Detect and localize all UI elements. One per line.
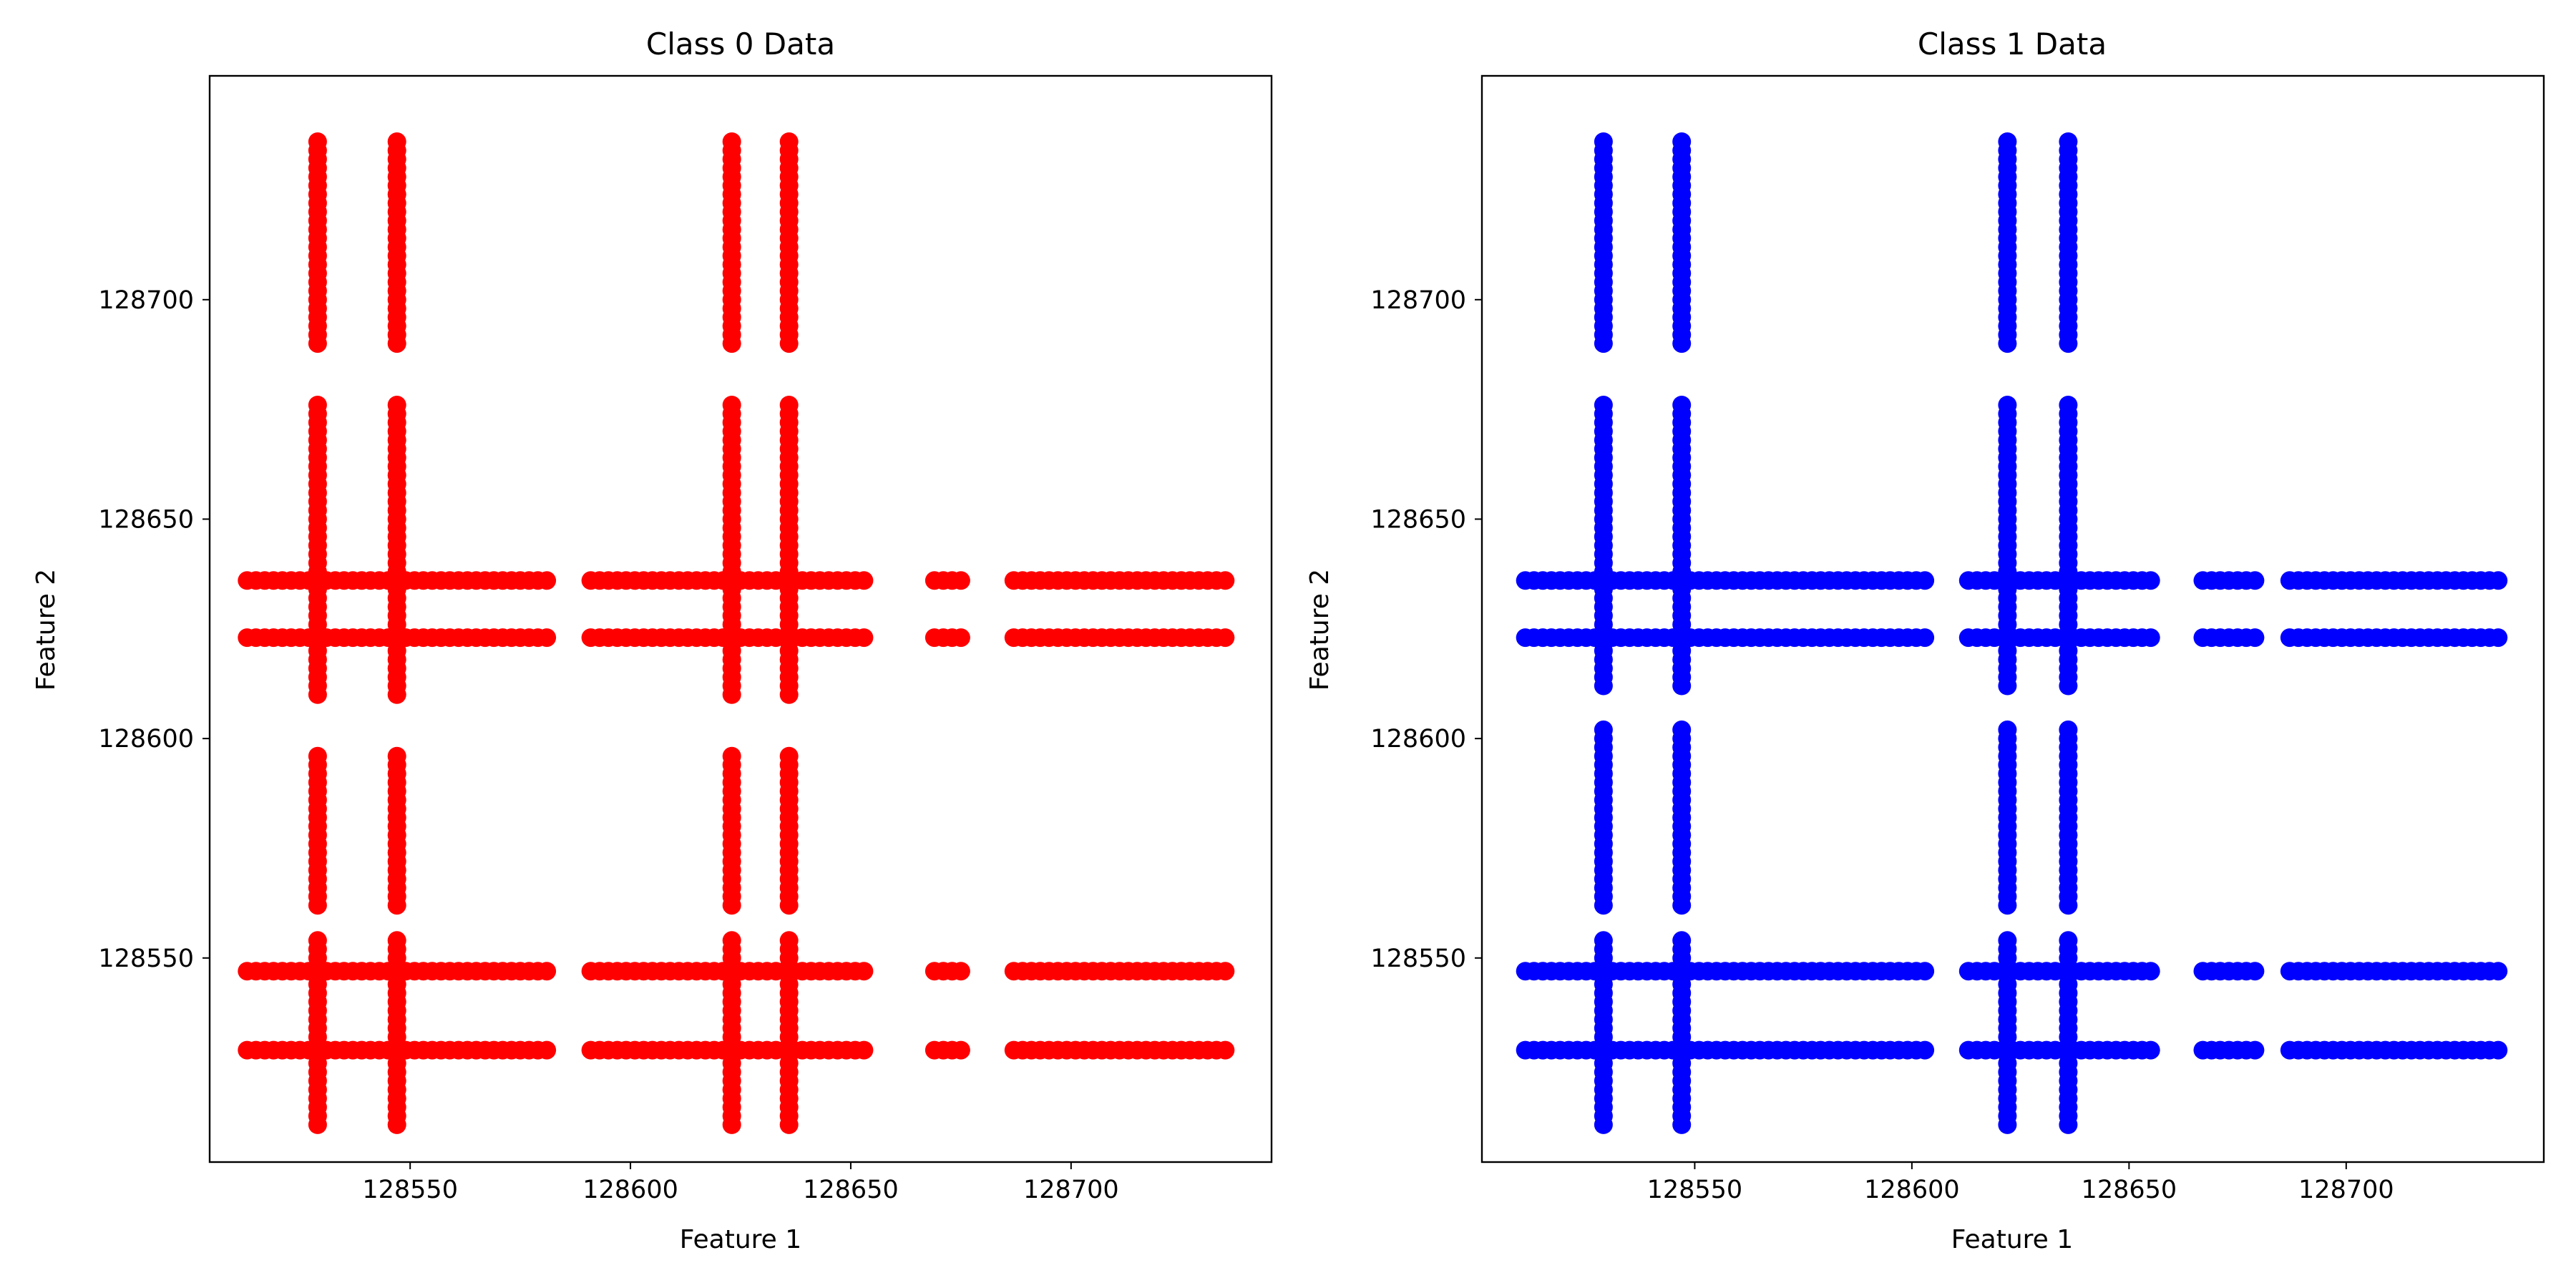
data-point xyxy=(722,396,741,414)
data-point xyxy=(387,396,406,414)
data-point xyxy=(2141,571,2160,590)
data-point xyxy=(779,746,799,766)
data-point xyxy=(854,628,874,648)
data-point xyxy=(722,746,741,766)
x-tick-label: 128600 xyxy=(582,1176,678,1204)
data-point xyxy=(1216,571,1235,590)
data-point xyxy=(1998,720,2017,739)
data-point xyxy=(2489,962,2508,981)
data-point xyxy=(1672,931,1692,950)
data-point xyxy=(2245,1040,2265,1060)
data-point xyxy=(1594,396,1613,414)
y-tick-label: 128700 xyxy=(98,286,194,315)
y-tick-label: 128700 xyxy=(1370,286,1466,315)
data-point xyxy=(1672,720,1692,739)
data-point xyxy=(2489,1040,2508,1060)
data-point xyxy=(308,931,327,950)
data-point xyxy=(1916,1040,1935,1060)
data-point xyxy=(308,396,327,414)
data-point xyxy=(2059,132,2078,151)
data-point xyxy=(951,571,970,590)
y-axis-label: Feature 2 xyxy=(1305,569,1335,691)
data-point xyxy=(1916,628,1935,648)
data-point xyxy=(854,962,874,981)
axis-ticks: 128550 128600 128650 128700 128550 128600 1286… xyxy=(98,286,1118,1204)
y-tick-label: 128650 xyxy=(1370,505,1466,534)
x-tick-label: 128550 xyxy=(1647,1176,1743,1204)
plot-frame xyxy=(1480,74,2545,1163)
data-point xyxy=(537,1040,557,1060)
y-tick-label: 128600 xyxy=(98,725,194,753)
axis-ticks: 128550 128600 128650 128700 128550 128600 1286… xyxy=(1370,286,2394,1204)
scatter-points xyxy=(1516,132,2508,1134)
data-point xyxy=(537,962,557,981)
data-point xyxy=(779,396,799,414)
x-tick-label: 128700 xyxy=(1023,1176,1119,1204)
plot-frame xyxy=(208,74,1273,1163)
data-point xyxy=(854,1040,874,1060)
data-point xyxy=(308,132,327,151)
chart-title: Class 1 Data xyxy=(1918,26,2107,62)
x-tick-label: 128650 xyxy=(2082,1176,2177,1204)
data-point xyxy=(854,571,874,590)
data-point xyxy=(1216,962,1235,981)
y-tick-label: 128550 xyxy=(1370,945,1466,973)
data-point xyxy=(2141,962,2160,981)
data-point xyxy=(1998,132,2017,151)
x-axis-label: Feature 1 xyxy=(680,1225,801,1254)
data-point xyxy=(779,931,799,950)
data-point xyxy=(1594,720,1613,739)
data-point xyxy=(951,1040,970,1060)
data-point xyxy=(722,132,741,151)
y-axis-label: Feature 2 xyxy=(31,569,61,691)
y-tick-label: 128650 xyxy=(98,505,194,534)
data-point xyxy=(2141,1040,2160,1060)
class-0-panel: Class 0 Data Feature 1 Feature 2 128550 1… xyxy=(31,26,1273,1254)
data-point xyxy=(2141,628,2160,648)
y-tick-label: 128550 xyxy=(98,945,194,973)
data-point xyxy=(308,746,327,766)
data-point xyxy=(1916,571,1935,590)
data-point xyxy=(1672,396,1692,414)
data-point xyxy=(2245,628,2265,648)
chart-title: Class 0 Data xyxy=(646,26,835,62)
data-point xyxy=(1916,962,1935,981)
data-point xyxy=(2059,931,2078,950)
data-point xyxy=(2059,720,2078,739)
scatter-points xyxy=(238,132,1235,1134)
data-point xyxy=(537,571,557,590)
x-tick-label: 128550 xyxy=(362,1176,458,1204)
data-point xyxy=(1216,628,1235,648)
data-point xyxy=(2489,628,2508,648)
data-point xyxy=(537,628,557,648)
data-point xyxy=(2489,571,2508,590)
x-axis-label: Feature 1 xyxy=(1951,1225,2073,1254)
data-point xyxy=(2245,571,2265,590)
data-point xyxy=(779,132,799,151)
data-point xyxy=(951,962,970,981)
x-tick-label: 128700 xyxy=(2298,1176,2394,1204)
data-point xyxy=(1594,132,1613,151)
y-tick-label: 128600 xyxy=(1370,725,1466,753)
data-point xyxy=(1216,1040,1235,1060)
data-point xyxy=(387,931,406,950)
data-point xyxy=(1672,132,1692,151)
x-tick-label: 128650 xyxy=(803,1176,899,1204)
data-point xyxy=(951,628,970,648)
data-point xyxy=(2059,396,2078,414)
class-1-panel: Class 1 Data Feature 1 Feature 2 128550 1… xyxy=(1305,26,2545,1254)
data-point xyxy=(387,132,406,151)
data-point xyxy=(722,931,741,950)
data-point xyxy=(1998,931,2017,950)
data-point xyxy=(387,746,406,766)
data-point xyxy=(1594,931,1613,950)
x-tick-label: 128600 xyxy=(1864,1176,1960,1204)
data-point xyxy=(2245,962,2265,981)
data-point xyxy=(1998,396,2017,414)
